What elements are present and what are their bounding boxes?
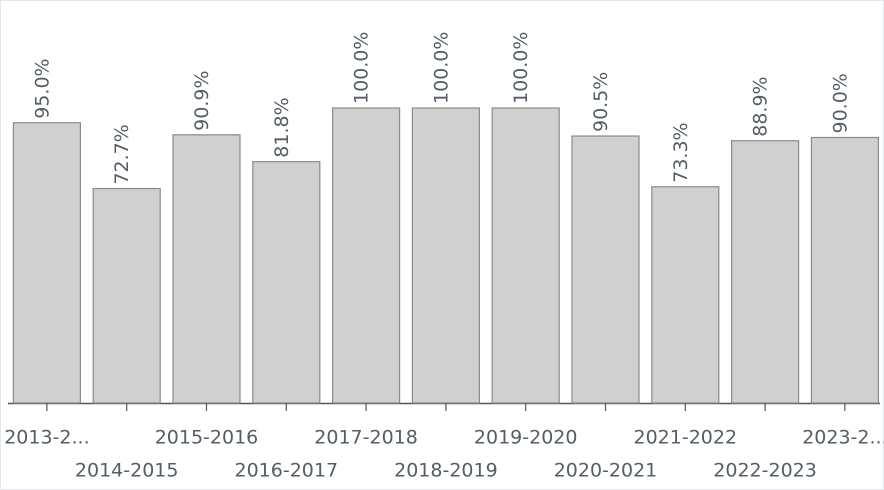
value-label: 88.9% [750,76,772,136]
value-label: 100.0% [430,32,452,104]
value-label: 100.0% [351,32,373,104]
x-tick-label: 2019-2020 [474,427,578,449]
bar [411,107,480,404]
bar [92,187,161,404]
value-label: 95.0% [31,58,53,118]
x-tick-label: 2013-2... [4,427,89,449]
x-tick-label: 2015-2016 [155,427,259,449]
value-label: 90.5% [590,72,612,132]
value-label: 73.3% [670,122,692,182]
x-tick-label: 2022-2023 [713,460,817,482]
bar [571,135,640,404]
x-tick-label: 2018-2019 [394,460,498,482]
value-label: 81.8% [271,97,293,157]
value-label: 90.0% [829,73,851,133]
x-tick-label: 2023-2... [802,427,884,449]
x-tick-label: 2020-2021 [554,460,658,482]
bar [332,107,401,404]
bar [12,122,81,404]
value-label: 72.7% [111,124,133,184]
bar [651,186,720,404]
bar [730,140,800,404]
value-label: 100.0% [510,32,532,104]
bar [172,134,241,404]
bar [810,136,880,404]
bar [491,107,560,404]
x-tick-label: 2017-2018 [314,427,418,449]
value-label: 90.9% [191,70,213,130]
x-tick-label: 2014-2015 [75,460,179,482]
bar [252,161,321,404]
x-tick-label: 2016-2017 [235,460,339,482]
x-tick-label: 2021-2022 [634,427,738,449]
